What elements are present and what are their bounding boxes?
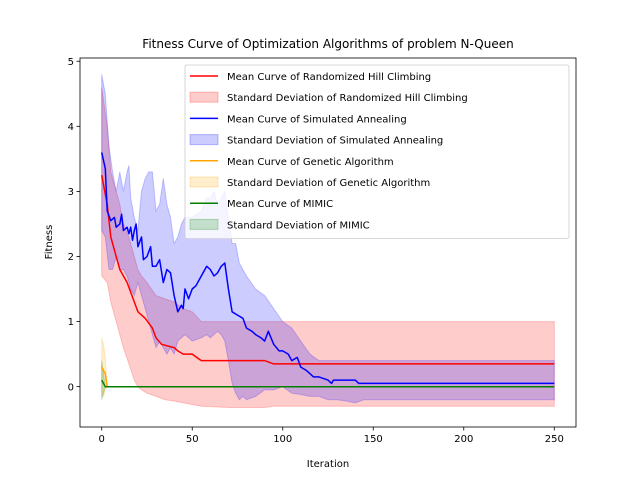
line-randomized-hill-climbing — [100, 174, 555, 365]
std-bands — [101, 74, 555, 408]
x-tick-label: 250 — [545, 434, 564, 445]
x-tick-label: 100 — [273, 434, 292, 445]
x-tick-label: 200 — [454, 434, 473, 445]
legend-label: Mean Curve of MIMIC — [227, 199, 333, 210]
legend-entry-standard-deviation-of-genetic-algorithm: Standard Deviation of Genetic Algorithm — [189, 176, 430, 189]
y-tick-label: 0 — [68, 382, 74, 393]
legend-label: Standard Deviation of Randomized Hill Cl… — [227, 93, 468, 104]
legend-label: Mean Curve of Randomized Hill Climbing — [227, 72, 431, 83]
band-randomized-hill-climbing — [101, 87, 555, 408]
legend-label: Mean Curve of Simulated Annealing — [227, 114, 407, 125]
legend-entry-mean-curve-of-randomized-hill-climbing: Mean Curve of Randomized Hill Climbing — [190, 72, 431, 83]
y-axis: 0 1 2 3 4 5 — [68, 57, 80, 393]
x-tick-label: 50 — [186, 434, 199, 445]
x-tick-label: 0 — [99, 434, 105, 445]
x-tick-label: 150 — [364, 434, 383, 445]
legend-box — [184, 64, 570, 240]
y-tick-label: 3 — [68, 187, 74, 198]
plot-frame — [79, 57, 577, 428]
legend-band-swatch — [189, 176, 219, 188]
legend-entry-mean-curve-of-genetic-algorithm: Mean Curve of Genetic Algorithm — [190, 157, 394, 168]
y-tick-label: 1 — [68, 317, 74, 328]
legend-band-swatch — [189, 134, 219, 146]
line-mimic — [101, 379, 555, 388]
legend-entry-mean-curve-of-mimic: Mean Curve of MIMIC — [190, 199, 333, 210]
legend-label: Standard Deviation of Genetic Algorithm — [227, 178, 430, 189]
legend-band-swatch — [189, 218, 219, 230]
y-axis-label: Fitness — [44, 225, 55, 260]
mean-lines — [100, 152, 555, 388]
legend-label: Mean Curve of Genetic Algorithm — [227, 157, 394, 168]
legend-entry-standard-deviation-of-mimic: Standard Deviation of MIMIC — [189, 218, 370, 231]
y-tick-label: 4 — [68, 122, 74, 133]
x-axis: 0 50 100 150 200 250 — [99, 427, 564, 445]
legend: Mean Curve of Randomized Hill Climbing St… — [184, 64, 570, 240]
x-axis-label: Iteration — [307, 459, 349, 470]
line-simulated-annealing — [100, 152, 555, 385]
legend-entry-mean-curve-of-simulated-annealing: Mean Curve of Simulated Annealing — [190, 114, 407, 125]
y-tick-label: 2 — [68, 252, 74, 263]
chart-title: Fitness Curve of Optimization Algorithms… — [142, 37, 513, 51]
legend-label: Standard Deviation of Simulated Annealin… — [227, 136, 443, 147]
legend-entry-standard-deviation-of-simulated-annealing: Standard Deviation of Simulated Annealin… — [189, 134, 443, 147]
legend-entry-standard-deviation-of-randomized-hill-climbing: Standard Deviation of Randomized Hill Cl… — [189, 91, 468, 104]
legend-label: Standard Deviation of MIMIC — [227, 220, 370, 231]
y-tick-label: 5 — [68, 57, 74, 68]
legend-band-swatch — [189, 91, 219, 103]
